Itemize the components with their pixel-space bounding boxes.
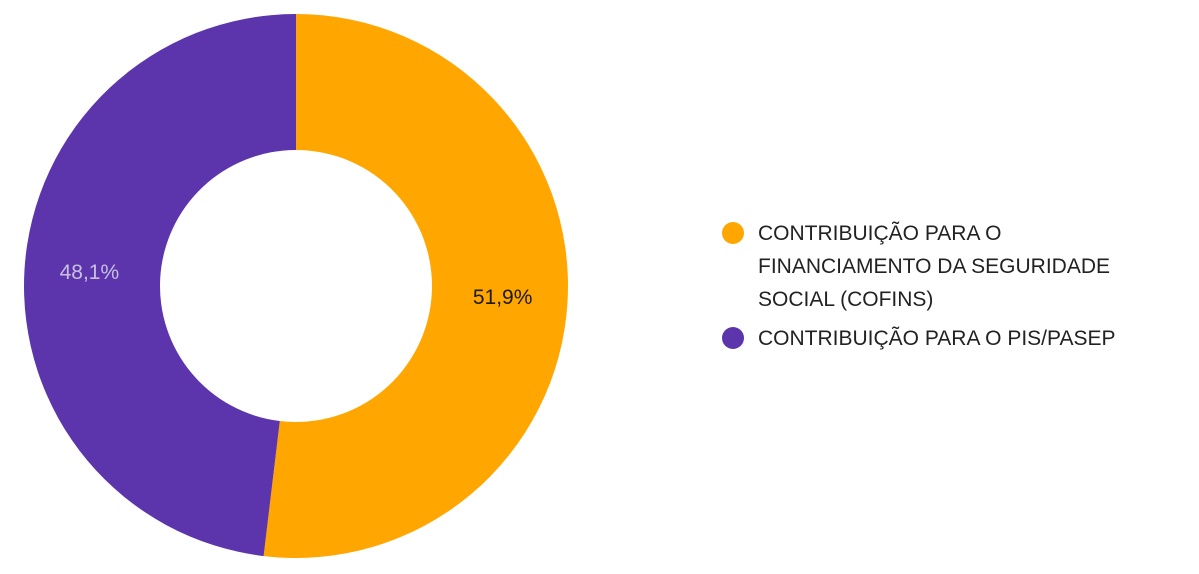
legend-item-cofins[interactable]: CONTRIBUIÇÃO PARA O FINANCIAMENTO DA SEG… [722, 217, 1182, 316]
legend-label-cofins: CONTRIBUIÇÃO PARA O FINANCIAMENTO DA SEG… [758, 222, 1110, 311]
donut-slices [23, 14, 568, 559]
slice-labels: 51,9% 48,1% [60, 261, 533, 309]
slice-label-cofins: 51,9% [473, 286, 533, 309]
slice-label-pis-pasep: 48,1% [60, 261, 120, 284]
legend-item-pis-pasep[interactable]: CONTRIBUIÇÃO PARA O PIS/PASEP [722, 322, 1182, 355]
slice-pis-pasep[interactable] [23, 14, 296, 557]
slice-cofins[interactable] [263, 14, 568, 559]
legend-swatch-cofins [722, 222, 744, 244]
legend-label-pis-pasep: CONTRIBUIÇÃO PARA O PIS/PASEP [758, 327, 1116, 350]
chart-legend: CONTRIBUIÇÃO PARA O FINANCIAMENTO DA SEG… [722, 217, 1182, 361]
legend-swatch-pis-pasep [722, 327, 744, 349]
